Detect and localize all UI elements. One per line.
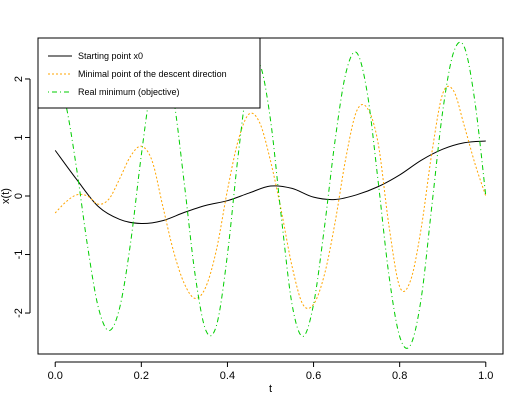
y-axis: -2 -1 0 1 2 — [13, 76, 31, 318]
plot-frame — [37, 37, 504, 355]
x-axis-label: t — [269, 383, 272, 395]
legend: Starting point x0 Minimal point of the de… — [37, 37, 261, 109]
series-line-2 — [54, 85, 487, 309]
x-tick-label: 1.0 — [478, 370, 493, 382]
x-tick-label: 0.0 — [48, 370, 63, 382]
series-line-1 — [54, 140, 486, 225]
legend-box — [37, 37, 261, 109]
legend-label-3: Real minimum (objective) — [78, 87, 180, 97]
series-layer — [54, 41, 487, 349]
x-tick-label: 0.2 — [134, 370, 149, 382]
y-tick-label: 0 — [13, 193, 25, 199]
y-tick-label: 1 — [13, 134, 25, 140]
y-tick-label: -2 — [13, 308, 25, 318]
x-tick-label: 0.6 — [306, 370, 321, 382]
y-axis-label: x(t) — [0, 188, 12, 204]
x-tick-label: 0.4 — [220, 370, 235, 382]
legend-label-2: Minimal point of the descent direction — [78, 69, 227, 79]
x-tick-label: 0.8 — [392, 370, 407, 382]
y-tick-label: 2 — [13, 76, 25, 82]
y-tick-label: -1 — [13, 250, 25, 260]
legend-label-1: Starting point x0 — [78, 51, 143, 61]
x-axis: 0.0 0.2 0.4 0.6 0.8 1.0 — [48, 361, 493, 382]
